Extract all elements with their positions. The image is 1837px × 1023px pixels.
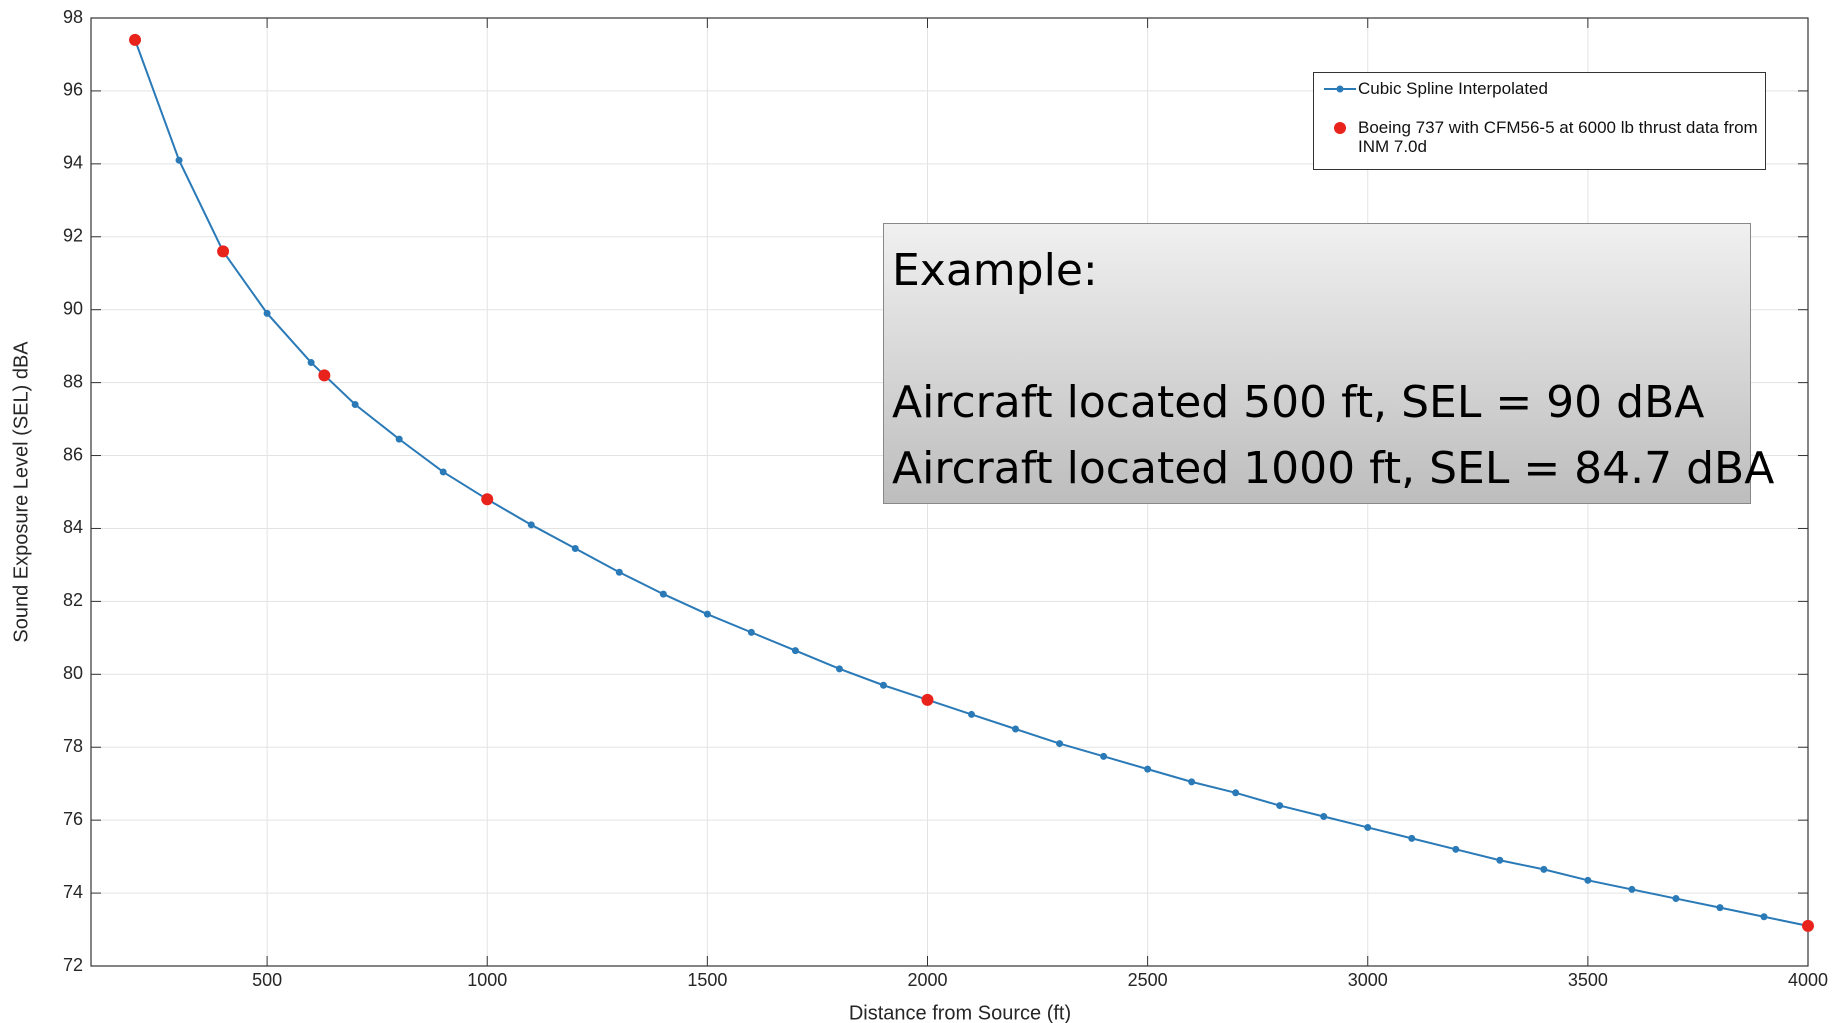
y-tick-label: 90 [63,298,83,318]
line-marker [747,628,755,636]
line-marker [703,610,711,618]
line-marker [791,647,799,655]
x-tick-label: 3500 [1568,970,1608,990]
annotation-text: Aircraft located 500 ft, SEL = 90 dBA [892,377,1705,428]
scatter-point [1802,919,1814,932]
line-marker [1716,904,1724,912]
legend: Cubic Spline Interpolated Boeing 737 wit… [1313,72,1766,170]
x-tick-label: 1500 [687,970,727,990]
line-marker [879,681,887,689]
y-tick-label: 96 [63,80,83,100]
legend-symbol [1322,79,1358,99]
line-marker [1408,834,1416,842]
line-marker [1144,765,1152,773]
y-tick-label: 92 [63,226,83,246]
x-tick-label: 2000 [907,970,947,990]
y-tick-label: 74 [63,882,83,902]
line-marker [1496,856,1504,864]
scatter-point [318,369,331,382]
x-tick-label: 500 [252,970,282,990]
annotation-box: Example: Aircraft located 500 ft, SEL = … [883,223,1775,504]
legend-icon [1324,85,1356,93]
y-tick-label: 88 [63,371,83,391]
line-marker [1628,885,1636,893]
x-axis-label: Distance from Source (ft) [849,1002,1071,1023]
line-marker [1276,802,1284,810]
annotation-text: Aircraft located 1000 ft, SEL = 84.7 dBA [892,443,1775,494]
line-marker [395,435,403,443]
y-tick-label: 84 [63,517,83,537]
legend-entry: Cubic Spline Interpolated [1322,79,1759,99]
line-marker [571,545,579,553]
x-tick-label: 3000 [1348,970,1388,990]
y-tick-label: 98 [63,7,83,27]
line-marker [307,359,315,367]
y-tick-label: 80 [63,663,83,683]
legend-icon [1334,122,1346,134]
line-marker [1584,876,1592,884]
legend-entry: Boeing 737 with CFM56-5 at 6000 lb thrus… [1322,118,1759,156]
line-marker [439,468,447,476]
legend-marker [1336,85,1344,93]
line-marker [351,400,359,408]
line-marker [1100,752,1108,760]
y-tick-label: 86 [63,444,83,464]
annotation-text: Example: [892,245,1098,296]
annotation-spacer [892,304,1742,370]
scatter-point [129,33,142,46]
scatter-point [481,493,494,506]
legend-symbol [1322,118,1358,138]
line-marker [659,590,667,598]
line-marker [1188,778,1196,786]
line-marker [175,156,183,164]
line-marker [1364,823,1372,831]
line-marker [1056,740,1064,748]
line-marker [615,568,623,576]
y-axis-label: Sound Exposure Level (SEL) dBA [10,341,32,643]
line-marker [1012,725,1020,733]
legend-text: Boeing 737 with CFM56-5 at 6000 lb thrus… [1358,118,1758,156]
line-marker [1452,845,1460,853]
plot-frame [90,17,1809,967]
scatter-point [217,245,230,258]
y-tick-label: 82 [63,590,83,610]
line-marker [968,710,976,718]
line-marker [1320,813,1328,821]
line-marker [1540,865,1548,873]
scatter-point [921,693,934,706]
line-marker [835,665,843,673]
line-marker [263,309,271,317]
y-tick-label: 72 [63,955,83,975]
y-tick-label: 78 [63,736,83,756]
x-tick-label: 4000 [1788,970,1828,990]
x-tick-label: 2500 [1128,970,1168,990]
y-tick-label: 94 [63,153,83,173]
x-tick-label: 1000 [467,970,507,990]
line-marker [1672,895,1680,903]
line-marker [1232,789,1240,797]
legend-marker [1334,122,1346,134]
y-tick-label: 76 [63,809,83,829]
legend-text: Cubic Spline Interpolated [1358,79,1548,98]
line-marker [527,521,535,529]
line-marker [1760,913,1768,921]
